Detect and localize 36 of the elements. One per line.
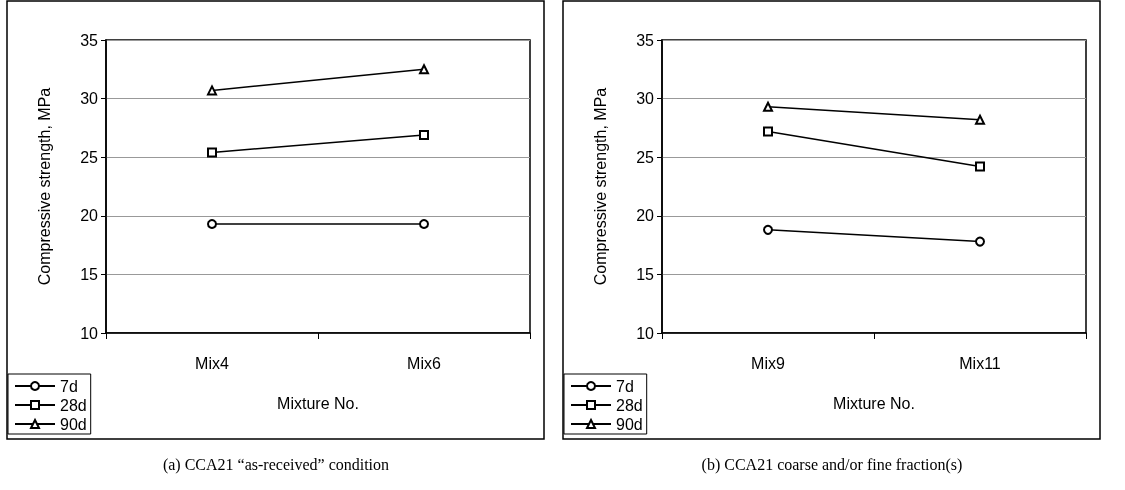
y-tick-label: 10: [80, 324, 99, 342]
y-tick-label: 20: [80, 207, 99, 225]
point: [207, 219, 217, 229]
x-tick-label: Mix6: [407, 354, 441, 372]
y-tick-label: 35: [80, 31, 99, 49]
legend-label: 90d: [60, 415, 87, 433]
y-tick-label: 25: [80, 148, 99, 166]
y-tick-label: 30: [80, 90, 99, 108]
x-tick-label: Mix4: [195, 354, 229, 372]
y-tick-label: 20: [636, 207, 655, 225]
y-tick-label: 10: [636, 324, 655, 342]
y-tick-label: 30: [636, 90, 655, 108]
x-tick-label: Mix11: [959, 354, 1001, 372]
point: [975, 161, 985, 172]
x-tick-label: Mix9: [751, 354, 785, 372]
text: (a) CCA21 “as-received” condition: [162, 455, 390, 474]
x-axis-title: Mixture No.: [833, 394, 915, 412]
y-tick-label: 35: [636, 31, 655, 49]
point: [975, 236, 985, 247]
point: [763, 126, 773, 137]
point: [419, 129, 429, 140]
y-axis-title: Compressive strength, MPa: [591, 87, 609, 286]
legend-label: 90d: [616, 415, 643, 433]
y-tick-label: 15: [80, 265, 99, 283]
x-axis-title: Mixture No.: [277, 394, 359, 412]
text: (b) CCA21 coarse and/or fine fraction(s): [701, 455, 963, 474]
y-axis-title: Compressive strength, MPa: [35, 87, 53, 286]
legend-label: 7d: [60, 377, 78, 395]
y-tick-label: 15: [636, 265, 655, 283]
point: [419, 219, 429, 229]
legend-label: 28d: [616, 396, 643, 414]
point: [207, 147, 217, 158]
legend-label: 28d: [60, 396, 87, 414]
legend-label: 7d: [616, 377, 634, 395]
y-tick-label: 25: [636, 148, 655, 166]
point: [763, 224, 773, 235]
